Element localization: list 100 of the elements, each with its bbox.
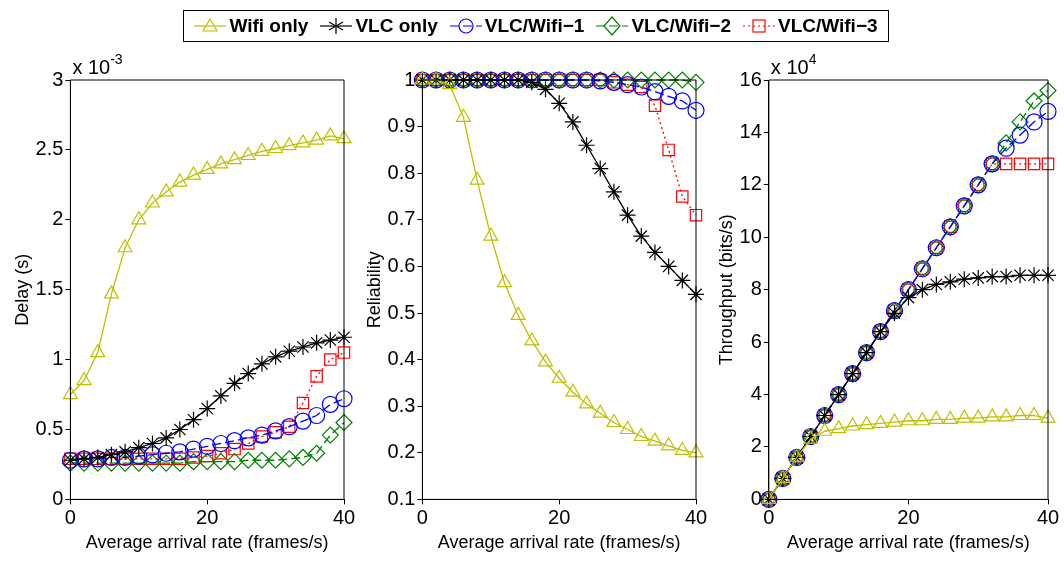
point <box>900 412 916 426</box>
x-tick-label: 40 <box>332 505 356 528</box>
point <box>130 447 148 465</box>
point <box>267 451 285 469</box>
point <box>886 413 902 427</box>
point <box>688 444 704 458</box>
point <box>296 396 310 410</box>
point <box>254 142 270 156</box>
point <box>983 267 1001 286</box>
point <box>336 130 352 144</box>
point <box>984 408 1000 422</box>
y-axis-title: Throughput (bits/s) <box>715 214 736 366</box>
point <box>969 269 987 287</box>
point <box>171 443 189 461</box>
point <box>198 437 216 455</box>
point <box>267 422 285 440</box>
point <box>173 452 187 466</box>
point <box>565 383 581 397</box>
point <box>998 408 1014 422</box>
point <box>255 430 269 443</box>
point <box>620 420 636 435</box>
y-tick-label: 14 <box>739 119 762 142</box>
point <box>689 208 703 222</box>
y-tick-label: 2.5 <box>35 137 64 160</box>
point <box>619 206 637 224</box>
point <box>267 348 285 366</box>
point <box>1025 92 1043 110</box>
point <box>592 404 608 418</box>
point <box>673 71 691 89</box>
point <box>240 146 256 161</box>
point <box>337 346 351 359</box>
point <box>280 342 298 360</box>
point <box>941 273 959 291</box>
point <box>661 437 677 451</box>
x-axis-title: Average arrival rate (frames/s) <box>85 532 329 553</box>
point <box>280 450 298 468</box>
y-tick-label: 4 <box>750 382 762 405</box>
point <box>1039 102 1057 121</box>
point <box>1011 113 1029 131</box>
point <box>817 422 833 436</box>
point <box>955 270 973 288</box>
point <box>997 139 1015 157</box>
point <box>1011 266 1029 284</box>
point <box>927 275 945 294</box>
y-tick-label: 1.5 <box>35 277 64 300</box>
point <box>184 440 203 458</box>
y-tick-label: 0.4 <box>387 347 416 370</box>
point <box>632 227 650 245</box>
point <box>579 395 595 409</box>
y-tick-label: 6 <box>750 329 762 352</box>
point <box>117 239 133 253</box>
point <box>673 92 691 110</box>
point <box>281 137 297 151</box>
x-tick-label: 40 <box>1036 505 1060 528</box>
point <box>335 328 353 346</box>
point <box>537 353 554 367</box>
y-tick-label: 0.2 <box>387 440 416 463</box>
point <box>62 385 78 400</box>
x-axis-title: Average arrival rate (frames/s) <box>787 532 1030 553</box>
y-tick-label: 0 <box>750 486 762 509</box>
point <box>872 414 889 428</box>
point <box>1011 126 1029 144</box>
point <box>198 453 216 471</box>
point <box>184 453 203 471</box>
point <box>524 332 540 346</box>
point <box>605 183 623 201</box>
point <box>647 432 663 446</box>
point <box>253 451 271 469</box>
point <box>225 453 244 471</box>
point <box>172 173 188 187</box>
x-axis-title: Average arrival rate (frames/s) <box>437 532 681 553</box>
point <box>308 444 326 462</box>
point <box>646 71 664 89</box>
point <box>213 155 229 169</box>
point <box>308 406 326 425</box>
point <box>674 441 690 456</box>
point <box>199 160 215 175</box>
point <box>132 452 146 466</box>
point <box>1039 266 1057 284</box>
point <box>942 410 958 425</box>
point <box>116 448 134 467</box>
point <box>116 443 134 461</box>
point <box>253 355 271 373</box>
y-tick-label: 0.6 <box>387 253 416 276</box>
point <box>214 447 228 460</box>
point <box>1027 157 1041 171</box>
point <box>496 274 513 288</box>
point <box>1025 266 1043 284</box>
point <box>130 454 148 472</box>
point <box>310 370 323 383</box>
point <box>831 420 847 434</box>
point <box>116 454 134 472</box>
point <box>185 166 202 180</box>
point <box>997 134 1015 152</box>
legend-label: VLC only <box>355 15 438 37</box>
point <box>1040 409 1056 423</box>
point <box>212 387 230 405</box>
point <box>143 446 162 464</box>
point <box>551 369 567 383</box>
point <box>241 437 255 450</box>
